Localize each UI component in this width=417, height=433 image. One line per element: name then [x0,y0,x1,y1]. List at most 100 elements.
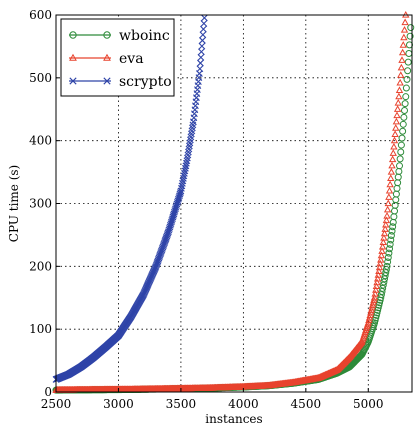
data-point [376,259,384,267]
x-tick-label: 5000 [353,397,384,411]
data-point [377,294,385,302]
data-point [407,24,415,32]
data-point [200,25,207,33]
data-point [384,254,392,262]
data-point [392,196,400,204]
data-point [389,149,397,156]
y-tick-label: 500 [29,71,52,85]
data-point [378,247,386,254]
data-point [401,18,409,26]
data-point [388,227,396,235]
legend-entry-wboinc: wboinc [69,28,170,44]
legend: wboinc eva scrypto [60,18,175,97]
data-point [403,75,411,83]
data-point [379,238,387,246]
data-point [377,256,385,263]
data-point [378,287,386,295]
data-point [180,172,188,180]
data-point [394,98,402,106]
series-eva [52,10,410,393]
y-tick-label: 400 [29,134,52,148]
data-point [199,31,207,39]
data-point [390,213,398,221]
legend-label: wboinc [119,28,170,44]
data-point [372,286,380,293]
data-point [370,293,379,301]
data-point [177,189,184,196]
data-point [392,124,400,131]
legend-marker [103,53,111,61]
data-point [404,67,412,75]
data-point [374,271,382,278]
data-point [373,274,382,282]
data-point [388,161,396,169]
legend-entry-scrypto: scrypto [69,74,172,90]
data-point [399,127,407,135]
y-tick-label: 100 [29,322,52,336]
data-point [395,167,403,175]
data-point [404,58,412,66]
data-point [402,93,410,101]
data-point [388,155,397,163]
data-point [400,26,409,33]
data-point [380,278,388,286]
data-point [389,218,397,226]
data-point [201,14,208,22]
data-point [401,107,409,115]
data-point [381,272,389,280]
data-point [373,278,381,286]
data-point [198,48,205,56]
y-tick-label: 0 [44,385,52,399]
data-point [392,190,400,198]
legend-marker [69,31,77,39]
data-point [397,141,405,149]
data-point [197,54,205,61]
data-point [375,263,384,271]
data-point [406,41,414,49]
data-point [383,212,391,219]
legend-marker [103,77,111,85]
data-point [196,65,204,73]
data-point [385,249,393,257]
data-point [375,267,383,274]
data-point [393,111,401,119]
data-point [391,130,399,137]
data-point [397,63,406,71]
data-point [179,177,187,185]
x-tick-label: 3500 [166,397,197,411]
x-axis-label: instances [205,412,262,426]
data-point [390,142,398,150]
data-point [399,120,407,128]
axis-ticks: 2500 3000 3500 4000 4500 5000 0 100 200 300 400 500… [29,8,383,411]
legend-label: scrypto [119,74,172,90]
data-point [397,148,405,156]
data-point [380,229,389,237]
data-point [391,207,399,215]
data-point [405,49,413,57]
data-point [377,251,386,259]
data-point [387,168,396,175]
data-point [394,179,402,187]
data-point [390,136,399,144]
data-point [399,41,407,48]
data-point [178,185,185,192]
legend-entry-eva: eva [69,51,144,67]
data-point [398,134,406,142]
data-point [392,117,401,125]
data-point [387,236,395,244]
data-point [382,269,390,277]
data-point [396,78,404,86]
data-point [198,42,206,50]
series-scrypto [52,14,208,383]
data-point [383,262,391,270]
y-tick-label: 300 [29,197,52,211]
data-point [391,201,399,209]
y-axis-label: CPU time (s) [7,165,21,242]
data-point [389,223,397,231]
data-point [382,216,391,224]
data-point [382,220,390,228]
data-point [383,205,392,213]
data-point [382,265,390,273]
data-point [387,174,395,181]
data-point [371,289,379,297]
